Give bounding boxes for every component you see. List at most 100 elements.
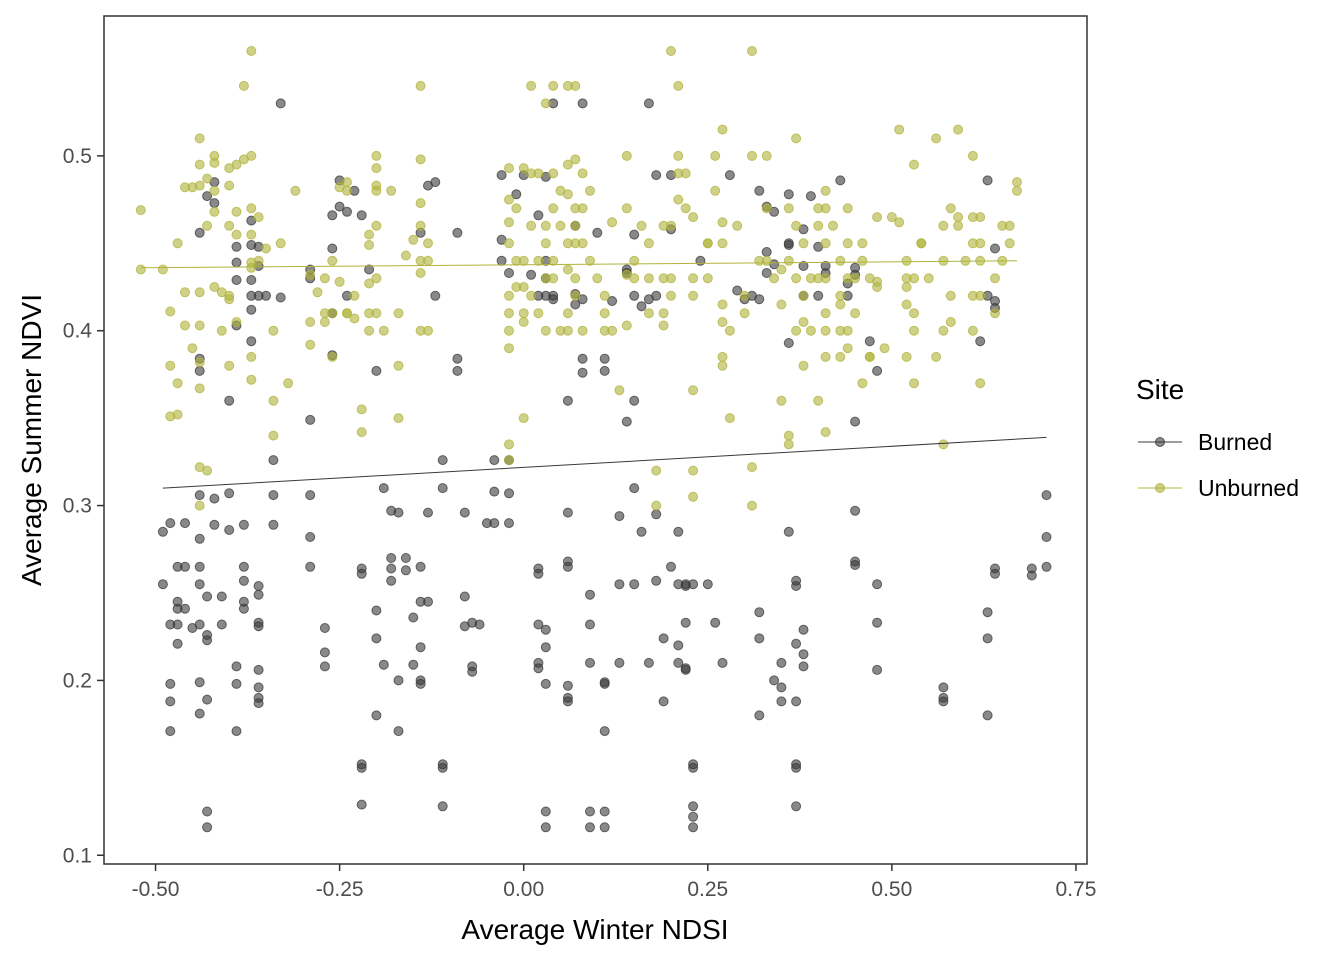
point-burned-81 bbox=[305, 532, 316, 542]
point-unburned-2 bbox=[157, 264, 168, 275]
point-burned-283 bbox=[798, 624, 809, 635]
point-burned-249 bbox=[717, 657, 728, 668]
point-burned-228 bbox=[666, 561, 676, 572]
point-unburned-139 bbox=[540, 238, 551, 249]
point-burned-287 bbox=[813, 290, 824, 301]
point-burned-30 bbox=[202, 694, 213, 705]
point-unburned-327 bbox=[990, 308, 1000, 319]
y-tick-label: 0.2 bbox=[63, 669, 92, 692]
point-unburned-310 bbox=[945, 290, 956, 301]
point-unburned-69 bbox=[327, 308, 338, 319]
point-burned-279 bbox=[791, 801, 802, 812]
point-unburned-146 bbox=[548, 273, 559, 284]
point-burned-255 bbox=[754, 294, 765, 305]
point-burned-1 bbox=[157, 579, 168, 590]
point-unburned-217 bbox=[717, 299, 728, 310]
point-burned-86 bbox=[327, 210, 338, 221]
point-burned-206 bbox=[614, 511, 625, 522]
point-unburned-55 bbox=[261, 243, 271, 254]
point-burned-275 bbox=[791, 638, 802, 649]
point-burned-208 bbox=[614, 657, 625, 668]
point-unburned-233 bbox=[761, 255, 772, 266]
point-burned-114 bbox=[393, 726, 404, 737]
point-unburned-225 bbox=[739, 290, 750, 301]
point-burned-278 bbox=[791, 762, 802, 773]
point-unburned-308 bbox=[938, 439, 949, 450]
point-burned-118 bbox=[408, 659, 419, 670]
point-unburned-134 bbox=[533, 168, 544, 179]
point-burned-151 bbox=[496, 255, 507, 266]
trend-lines-layer bbox=[140, 260, 1047, 489]
point-unburned-28 bbox=[209, 185, 220, 196]
point-unburned-307 bbox=[938, 325, 949, 336]
point-unburned-144 bbox=[548, 203, 559, 214]
x-axis-title: Average Winter NDSI bbox=[461, 914, 728, 945]
legend-key-unburned-point bbox=[1155, 483, 1165, 493]
plot-panel-border bbox=[103, 15, 1088, 865]
point-burned-113 bbox=[393, 675, 404, 686]
point-burned-124 bbox=[415, 675, 426, 686]
x-tick-label: 0.00 bbox=[503, 878, 544, 901]
point-unburned-29 bbox=[209, 206, 220, 217]
point-burned-136 bbox=[452, 353, 463, 364]
point-unburned-6 bbox=[172, 238, 183, 249]
point-burned-128 bbox=[430, 177, 441, 188]
point-unburned-43 bbox=[238, 80, 249, 91]
point-unburned-312 bbox=[953, 124, 964, 135]
point-unburned-261 bbox=[820, 325, 831, 336]
point-unburned-27 bbox=[209, 157, 220, 168]
point-burned-215 bbox=[629, 483, 640, 494]
point-unburned-201 bbox=[680, 168, 691, 179]
point-burned-85 bbox=[319, 623, 330, 633]
point-unburned-30 bbox=[209, 282, 220, 292]
point-unburned-16 bbox=[194, 180, 205, 191]
point-unburned-137 bbox=[540, 98, 551, 109]
point-unburned-177 bbox=[621, 150, 632, 161]
point-unburned-208 bbox=[688, 385, 699, 396]
point-burned-274 bbox=[791, 581, 802, 591]
point-burned-40 bbox=[224, 488, 235, 499]
point-unburned-262 bbox=[820, 351, 831, 362]
point-unburned-45 bbox=[246, 46, 257, 56]
point-unburned-257 bbox=[820, 203, 831, 214]
point-unburned-294 bbox=[901, 351, 912, 362]
point-unburned-249 bbox=[798, 360, 809, 371]
point-burned-237 bbox=[680, 617, 691, 628]
point-burned-135 bbox=[452, 227, 463, 238]
point-unburned-247 bbox=[798, 290, 809, 301]
point-unburned-333 bbox=[1012, 185, 1022, 196]
point-unburned-180 bbox=[621, 320, 632, 331]
point-unburned-151 bbox=[562, 159, 573, 170]
point-burned-180 bbox=[562, 507, 573, 518]
point-unburned-204 bbox=[688, 273, 699, 284]
point-unburned-263 bbox=[820, 427, 831, 438]
point-unburned-232 bbox=[761, 203, 772, 214]
point-burned-72 bbox=[268, 455, 279, 466]
point-unburned-132 bbox=[526, 220, 537, 231]
point-unburned-174 bbox=[607, 217, 618, 228]
point-unburned-47 bbox=[246, 203, 257, 214]
point-unburned-169 bbox=[585, 255, 595, 266]
data-points-layer bbox=[135, 46, 1052, 833]
point-burned-318 bbox=[990, 568, 1000, 579]
point-burned-144 bbox=[474, 619, 485, 630]
point-unburned-79 bbox=[349, 313, 360, 324]
point-burned-116 bbox=[400, 565, 411, 576]
y-axis: 0.1 0.2 0.3 0.4 0.5 bbox=[63, 145, 104, 867]
point-burned-195 bbox=[585, 806, 595, 817]
point-unburned-243 bbox=[791, 220, 802, 231]
point-unburned-160 bbox=[570, 220, 581, 231]
point-unburned-184 bbox=[643, 238, 654, 249]
point-unburned-190 bbox=[658, 308, 669, 319]
point-burned-12 bbox=[180, 561, 190, 572]
point-burned-21 bbox=[194, 677, 205, 688]
point-burned-100 bbox=[356, 799, 367, 810]
point-burned-39 bbox=[224, 395, 235, 406]
point-burned-99 bbox=[356, 762, 367, 773]
point-burned-312 bbox=[982, 633, 993, 644]
point-unburned-191 bbox=[658, 320, 669, 331]
point-burned-233 bbox=[673, 640, 684, 651]
point-unburned-188 bbox=[651, 500, 662, 511]
point-burned-193 bbox=[585, 589, 595, 600]
y-axis-title: Average Summer NDVI bbox=[16, 294, 47, 586]
